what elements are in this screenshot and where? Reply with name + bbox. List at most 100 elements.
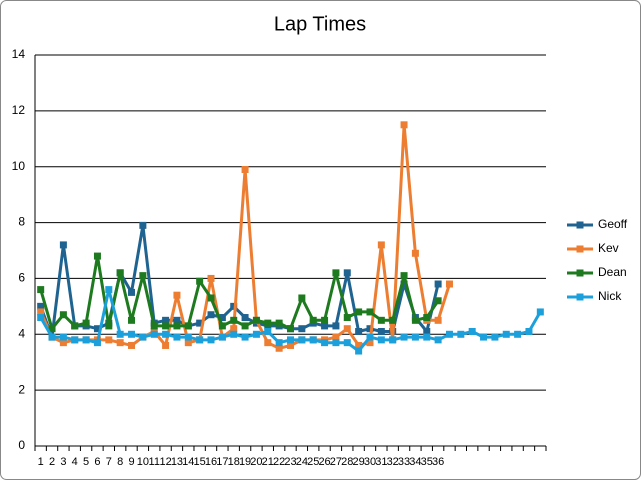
legend-marker xyxy=(576,245,584,253)
data-point xyxy=(298,336,306,344)
data-point xyxy=(332,269,340,277)
data-point xyxy=(116,339,124,347)
data-point xyxy=(173,316,181,324)
data-point xyxy=(389,316,397,324)
data-point xyxy=(434,316,442,324)
data-point xyxy=(128,330,136,338)
data-point xyxy=(355,347,363,355)
x-tick-label: 11 xyxy=(149,456,160,468)
data-point xyxy=(230,330,238,338)
data-point xyxy=(218,333,226,341)
data-point xyxy=(128,341,136,349)
data-point xyxy=(93,325,101,333)
legend-marker xyxy=(576,221,584,229)
x-tick-label: 2 xyxy=(49,456,55,468)
data-point xyxy=(377,316,385,324)
data-point xyxy=(332,333,340,341)
data-point xyxy=(355,341,363,349)
x-tick-label: 3 xyxy=(60,456,66,468)
data-point xyxy=(468,327,476,335)
y-tick-label: 6 xyxy=(18,271,25,285)
data-point xyxy=(434,280,442,288)
data-point xyxy=(377,241,385,249)
data-point xyxy=(196,336,204,344)
data-point xyxy=(309,316,317,324)
x-tick-label: 7 xyxy=(106,456,112,468)
data-point xyxy=(400,272,408,280)
x-tick-label: 28 xyxy=(341,456,353,468)
data-point xyxy=(241,322,249,330)
x-tick-label: 13 xyxy=(171,456,183,468)
x-tick-label: 36 xyxy=(432,456,444,468)
data-point xyxy=(196,277,204,285)
x-tick-label: 21 xyxy=(262,456,274,468)
data-point xyxy=(207,294,215,302)
x-tick-label: 1 xyxy=(38,456,44,468)
data-point xyxy=(400,333,408,341)
data-point xyxy=(275,319,283,327)
data-point xyxy=(332,322,340,330)
data-point xyxy=(366,333,374,341)
data-point xyxy=(411,333,419,341)
data-point xyxy=(218,322,226,330)
legend-marker xyxy=(576,269,584,277)
data-point xyxy=(162,322,170,330)
data-point xyxy=(400,280,408,288)
y-tick-label: 2 xyxy=(18,382,25,396)
data-point xyxy=(82,319,90,327)
data-point xyxy=(264,319,272,327)
data-point xyxy=(241,166,249,174)
x-tick-label: 4 xyxy=(72,456,78,468)
data-point xyxy=(139,272,147,280)
data-point xyxy=(457,330,465,338)
data-point xyxy=(343,314,351,322)
legend-marker xyxy=(576,293,584,301)
data-point xyxy=(298,325,306,333)
data-point xyxy=(252,330,260,338)
data-point xyxy=(366,339,374,347)
data-point xyxy=(275,344,283,352)
data-point xyxy=(355,308,363,316)
data-point xyxy=(173,322,181,330)
data-point xyxy=(59,241,67,249)
chart-title: Lap Times xyxy=(274,13,366,35)
legend-label: Kev xyxy=(598,241,619,255)
data-point xyxy=(275,339,283,347)
x-tick-label: 24 xyxy=(296,456,308,468)
data-point xyxy=(343,339,351,347)
data-point xyxy=(480,333,488,341)
data-point xyxy=(116,330,124,338)
x-tick-label: 27 xyxy=(330,456,342,468)
data-point xyxy=(93,252,101,260)
data-point xyxy=(423,314,431,322)
x-tick-label: 14 xyxy=(182,456,194,468)
x-tick-label: 25 xyxy=(307,456,319,468)
data-point xyxy=(525,327,533,335)
data-point xyxy=(411,316,419,324)
data-point xyxy=(321,322,329,330)
x-tick-label: 32 xyxy=(387,456,399,468)
x-tick-label: 26 xyxy=(318,456,330,468)
data-point xyxy=(71,322,79,330)
data-point xyxy=(400,121,408,129)
data-point xyxy=(434,297,442,305)
x-tick-label: 31 xyxy=(375,456,387,468)
data-point xyxy=(207,274,215,282)
data-point xyxy=(59,311,67,319)
data-point xyxy=(264,327,272,335)
data-point xyxy=(48,325,56,333)
data-point xyxy=(105,286,113,294)
data-point xyxy=(445,280,453,288)
x-tick-label: 10 xyxy=(137,456,149,468)
data-point xyxy=(389,336,397,344)
data-point xyxy=(173,333,181,341)
x-tick-label: 30 xyxy=(364,456,376,468)
data-point xyxy=(173,291,181,299)
data-point xyxy=(71,336,79,344)
legend-label: Dean xyxy=(598,265,627,279)
data-point xyxy=(184,333,192,341)
data-point xyxy=(321,339,329,347)
x-tick-label: 34 xyxy=(409,456,421,468)
